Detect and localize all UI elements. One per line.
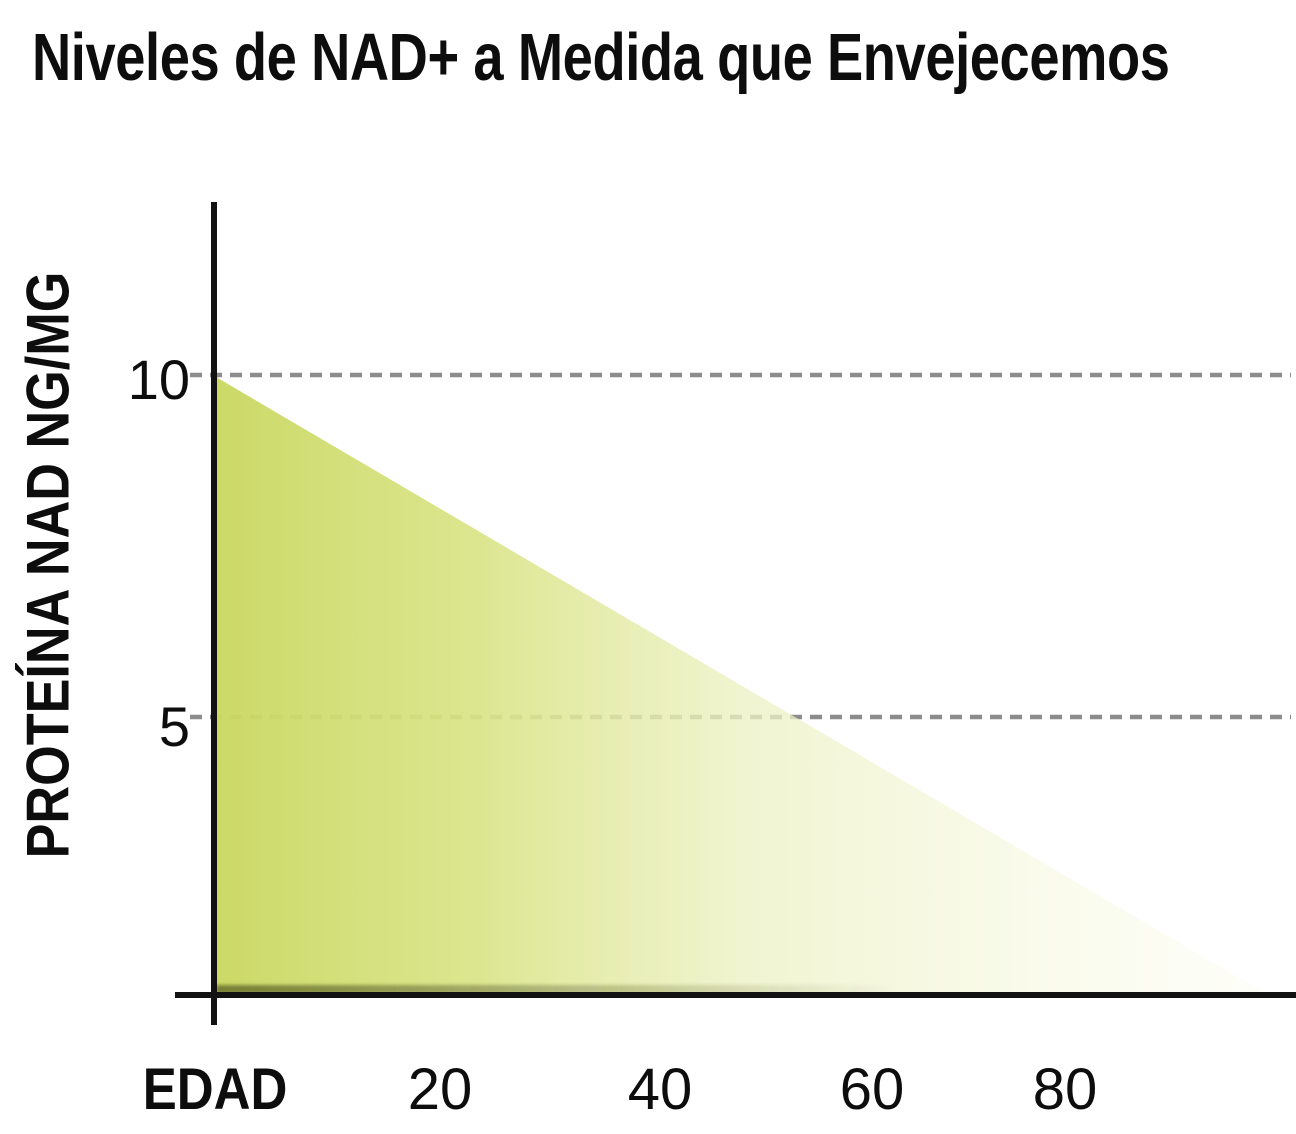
x-tick-60: 60 [839, 1057, 905, 1122]
y-tick-5: 5 [158, 695, 190, 758]
x-tick-80: 80 [1032, 1057, 1098, 1122]
x-tick-40: 40 [627, 1057, 693, 1122]
nad-area-triangle [216, 377, 1265, 993]
y-tick-10: 10 [127, 348, 190, 411]
x-axis-title: EDAD [142, 1057, 288, 1122]
chart-title: Niveles de NAD+ a Medida que Envejecemos [32, 20, 1170, 95]
area-bottom-shadow [216, 985, 896, 994]
x-tick-20: 20 [407, 1057, 473, 1122]
